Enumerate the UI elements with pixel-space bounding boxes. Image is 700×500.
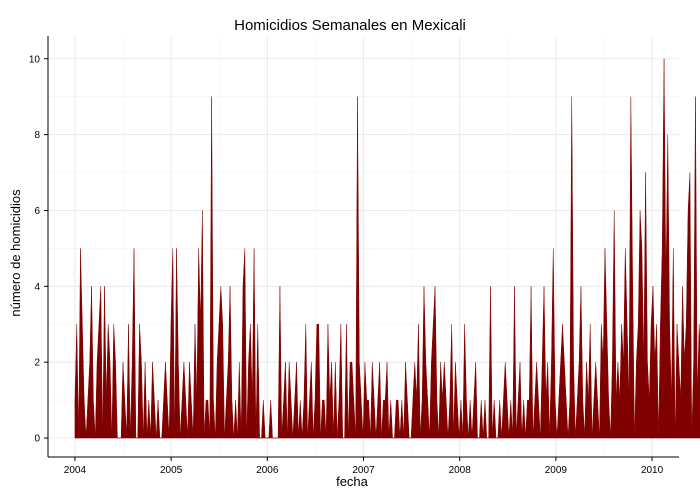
- y-tick-label: 10: [29, 54, 41, 65]
- x-tick-label: 2005: [160, 465, 183, 476]
- x-tick-label: 2006: [256, 465, 279, 476]
- y-tick-label: 2: [34, 358, 40, 369]
- x-axis-label: fecha: [336, 474, 369, 489]
- x-tick-label: 2009: [545, 465, 568, 476]
- x-tick-label: 2008: [449, 465, 472, 476]
- y-tick-label: 4: [34, 282, 40, 293]
- x-tick-label: 2004: [64, 465, 87, 476]
- axes: 0 2 4 6 8 10 2004 2005 2006 2007 2008 2009 2010: [29, 36, 679, 476]
- x-tick-label: 2007: [352, 465, 375, 476]
- y-tick-label: 0: [34, 434, 40, 445]
- x-tick-label: 2010: [641, 465, 664, 476]
- y-tick-label: 8: [34, 130, 40, 141]
- plot-area: [74, 58, 700, 439]
- y-axis-label: número de homicidios: [8, 189, 23, 317]
- y-tick-label: 6: [34, 206, 40, 217]
- chart-title: Homicidios Semanales en Mexicali: [234, 17, 466, 34]
- area-series-0: [74, 58, 700, 439]
- grid: [48, 36, 679, 457]
